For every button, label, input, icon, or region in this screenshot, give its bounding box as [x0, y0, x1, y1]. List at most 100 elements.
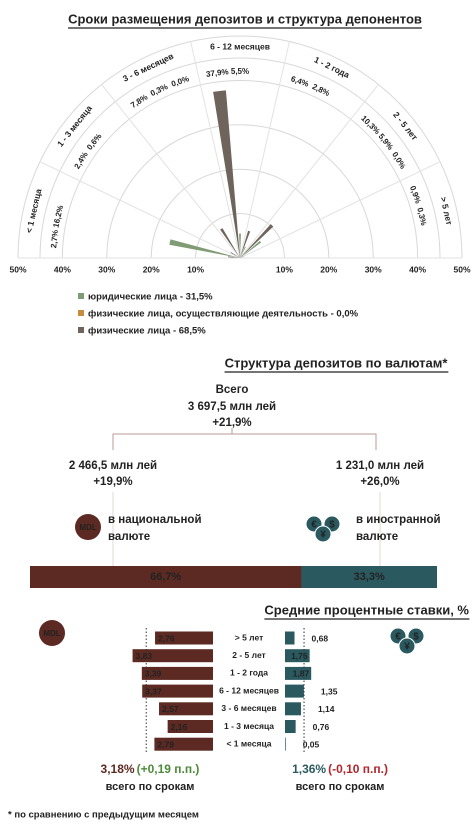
category-label: 3 - 6 месяцев	[221, 703, 276, 713]
sector-label: < 1 месяца	[24, 188, 44, 234]
sector-bar	[213, 90, 240, 258]
share-bar	[30, 566, 302, 588]
sector-bar	[240, 240, 262, 258]
legend-swatch	[78, 310, 84, 316]
currency-symbol: $	[413, 632, 419, 643]
sector-label: 6 - 12 месяцев	[210, 41, 270, 51]
mdl-icon	[39, 620, 65, 646]
rate-label: 2,79	[157, 739, 174, 749]
legend-label: физические лица, осуществляющие деятельн…	[88, 309, 359, 320]
currency-label: валюте	[108, 531, 150, 543]
sector-bar	[240, 256, 244, 258]
value-label: 5,9%	[377, 132, 395, 152]
value-label: 0,3%	[415, 207, 428, 227]
r-tick-label: 50%	[453, 264, 470, 274]
r-tick-label: 50%	[9, 264, 26, 274]
sector-bar	[240, 224, 274, 258]
share-label: 66,7%	[150, 571, 181, 583]
sector-bar	[220, 228, 240, 258]
currency-icon	[398, 637, 416, 655]
rate-bar	[141, 666, 213, 680]
r-tick-label: 30%	[365, 264, 382, 274]
rate-bar	[159, 702, 213, 716]
footnote: * по сравнению с предыдущим месяцем	[8, 810, 199, 821]
category-label: 2 - 5 лет	[232, 650, 265, 660]
sector-line	[239, 41, 290, 259]
rate-bar	[285, 737, 286, 751]
category-label: < 1 месяца	[226, 738, 271, 748]
rate-bar	[285, 684, 304, 698]
rate-bar	[154, 737, 213, 751]
mdl-icon-label: MDL	[79, 523, 96, 532]
grid-circle	[150, 168, 330, 259]
sector-line	[39, 161, 241, 259]
grid-circle	[17, 35, 463, 259]
sector-bar	[230, 252, 240, 258]
share-bar	[301, 566, 437, 588]
value-label: 16,2%	[51, 204, 65, 228]
sector-label: > 5 лет	[438, 196, 454, 226]
currency-label: валюте	[356, 531, 398, 543]
section-title: Средние процентные ставки, %	[264, 602, 469, 617]
legend-label: физические лица - 68,5%	[88, 326, 206, 337]
total-rate-value: 3,18%	[101, 762, 135, 776]
value-label: 2,7%	[49, 229, 60, 248]
rate-bar	[285, 702, 301, 716]
value-label: 0,0%	[170, 74, 190, 88]
sector-bar	[239, 256, 240, 258]
r-tick-label: 40%	[409, 264, 426, 274]
rate-label: 1,14	[318, 704, 335, 714]
sector-line	[101, 84, 241, 259]
grid-circle	[61, 79, 419, 259]
share-label: 33,3%	[354, 571, 385, 583]
sector-line	[239, 84, 379, 259]
total-note: всего по срокам	[296, 781, 385, 793]
currency-label: в иностранной	[356, 514, 441, 526]
r-tick-label: 10%	[187, 264, 204, 274]
sector-bar	[240, 230, 251, 258]
total-rate: 3,18% (+0,19 п.п.)	[101, 762, 200, 776]
total-amount: 3 697,5 млн лей	[188, 401, 276, 413]
value-label: 5,5%	[231, 67, 249, 76]
value-label: 10,3%	[359, 114, 382, 136]
currency-symbol: ¥	[404, 642, 410, 653]
r-tick-label: 30%	[98, 264, 115, 274]
currency-icon	[314, 525, 332, 543]
r-tick-label: 10%	[276, 264, 293, 274]
legend-label: юридические лица - 31,5%	[88, 292, 213, 303]
section-title: Сроки размещения депозитов и структура д…	[68, 11, 422, 26]
rate-label: 0,68	[312, 633, 329, 643]
total-rate: 1,36% (-0,10 п.п.)	[292, 762, 388, 776]
rate-label: 3,39	[145, 669, 162, 679]
rate-bar	[285, 666, 312, 680]
currency-symbol: €	[311, 520, 317, 531]
value-label: 6,4%	[290, 74, 310, 88]
total-change: +21,9%	[212, 417, 251, 429]
category-label: 1 - 2 года	[230, 668, 268, 678]
mdl-icon	[75, 514, 101, 540]
change: +26,0%	[360, 476, 399, 488]
label-band	[39, 57, 441, 259]
bracket	[112, 428, 377, 450]
mdl-icon-label: MDL	[43, 629, 60, 638]
rate-bar	[155, 631, 213, 645]
amount: 2 466,5 млн лей	[69, 460, 157, 472]
category-label: 1 - 3 месяца	[224, 721, 274, 731]
rate-label: 2,16	[171, 722, 188, 732]
sector-bar	[237, 256, 240, 258]
rate-bar	[285, 720, 296, 733]
category-label: > 5 лет	[235, 632, 263, 642]
sector-label: 2 - 5 лет	[391, 110, 420, 142]
rate-label: 1,87	[293, 669, 310, 679]
rate-bar	[132, 649, 213, 663]
currency-label: в национальной	[108, 514, 202, 526]
sector-line	[239, 161, 441, 259]
rate-label: 0,05	[303, 739, 320, 749]
currency-symbol: ¥	[320, 530, 326, 541]
value-label: 0,6%	[85, 132, 103, 152]
value-label: 37,9%	[205, 67, 229, 79]
value-label: 2,8%	[311, 82, 331, 98]
total-note: всего по срокам	[106, 781, 195, 793]
sector-bar	[239, 233, 241, 258]
rate-label: 1,76	[291, 651, 308, 661]
